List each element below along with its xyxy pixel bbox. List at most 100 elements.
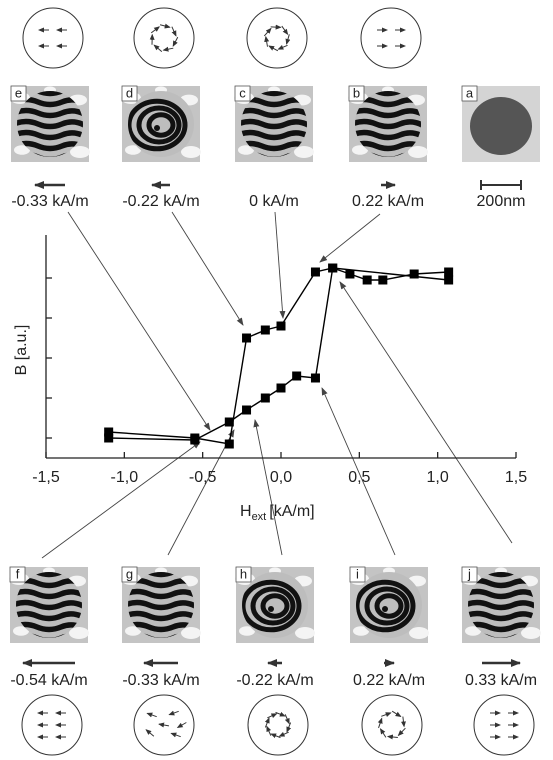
data-point	[310, 267, 320, 277]
spin-arrow	[263, 27, 272, 37]
x-tick-label: 1,5	[505, 469, 527, 486]
domain-ring	[364, 586, 410, 626]
x-label-sub: ext	[252, 511, 267, 523]
field-label: -0.33 kA/m	[11, 193, 88, 210]
spin-arrow	[153, 44, 163, 52]
spin-arrow	[264, 717, 270, 728]
spin-arrow	[278, 731, 289, 737]
domain-stripe	[128, 610, 194, 622]
bg-blob	[238, 145, 254, 155]
domain-stripe	[16, 572, 82, 578]
data-point	[292, 371, 302, 381]
domains	[128, 572, 194, 638]
spin-arrow	[158, 722, 170, 728]
domain-stripe	[468, 572, 534, 578]
pointers	[41, 211, 513, 559]
x-axis-label: Hext [kA/m]	[240, 503, 315, 523]
y-axis-label: B [a.u.]	[13, 325, 30, 376]
bg-blob	[294, 146, 314, 158]
bg-blob	[125, 626, 141, 636]
panel-letter: g	[126, 566, 133, 581]
panel-letter: d	[126, 85, 133, 100]
panel-letter: h	[240, 566, 247, 581]
domain-stripe	[241, 118, 307, 130]
data-point	[224, 417, 234, 427]
domain-ring	[136, 105, 182, 145]
domain-stripe	[355, 118, 421, 130]
spin-arrow	[270, 24, 282, 30]
data-point	[276, 383, 286, 393]
spin-diagram	[473, 694, 535, 756]
spin-arrow	[281, 25, 289, 36]
panel-letter-box	[234, 85, 251, 102]
spin-arrow	[145, 729, 155, 737]
x-tick-label: 0,0	[270, 469, 292, 486]
core	[268, 606, 274, 612]
domain-stripe	[241, 107, 307, 119]
domain-stripe	[355, 140, 421, 152]
domain-stripe	[17, 91, 83, 97]
mfm-image	[461, 567, 541, 643]
panel-letter-box	[10, 85, 27, 102]
data-point	[444, 275, 454, 285]
data-point	[224, 439, 234, 449]
data-point	[310, 373, 320, 383]
domain-stripe	[17, 140, 83, 152]
spin-arrow	[270, 733, 281, 739]
pointer	[253, 419, 283, 556]
spin-arrow	[285, 34, 291, 45]
core	[382, 606, 388, 612]
panel-letter-box	[348, 85, 365, 102]
spin-arrow	[266, 725, 272, 736]
domain-stripe	[355, 91, 421, 97]
domain-stripe	[241, 91, 307, 97]
spin-arrow	[168, 710, 179, 716]
data-point	[345, 269, 355, 279]
field-label: -0.54 kA/m	[10, 672, 87, 689]
bg-blob	[125, 145, 141, 155]
spin-arrow	[286, 722, 292, 733]
spin-arrow	[176, 722, 187, 729]
data-point	[190, 435, 200, 445]
spin-diagram	[21, 694, 83, 756]
pointer	[274, 211, 286, 319]
mfm-image	[121, 86, 201, 162]
panel-letter: c	[239, 85, 246, 100]
field-label: 0.22 kA/m	[352, 193, 424, 210]
bg-blob	[353, 626, 369, 636]
panel-letter-box	[9, 566, 26, 583]
panel-letter: j	[467, 566, 471, 581]
domain-stripe	[355, 107, 421, 119]
spin-arrow	[381, 712, 392, 717]
mfm-image	[349, 567, 429, 643]
mfm-image	[348, 86, 428, 162]
spin-arrow	[172, 36, 179, 47]
panel-letter: a	[466, 85, 474, 100]
spin-arrow	[146, 712, 157, 718]
spin-arrow	[170, 732, 181, 738]
bg-blob	[295, 627, 315, 639]
domains	[128, 98, 188, 152]
spin-arrow	[267, 713, 278, 719]
bg-blob	[181, 146, 201, 158]
core	[154, 125, 160, 131]
domain-ring	[356, 579, 416, 633]
spin-arrow	[150, 26, 160, 34]
pointer	[339, 281, 513, 544]
pointer	[319, 213, 381, 263]
field-label: -0.33 kA/m	[122, 672, 199, 689]
spin-arrow	[386, 734, 398, 740]
domain-stripe	[468, 610, 534, 622]
panel-letter: e	[15, 85, 22, 100]
spin-arrow	[277, 44, 288, 50]
domain-stripe	[16, 599, 82, 611]
spin-arrow	[171, 26, 177, 37]
field-label: -0.22 kA/m	[122, 193, 199, 210]
domain-stripe	[16, 588, 82, 600]
panel-letter-box	[121, 566, 138, 583]
spin-arrow	[397, 727, 406, 737]
domain-stripe	[241, 140, 307, 152]
series-line	[108, 267, 449, 441]
spin-arrow	[275, 711, 286, 717]
